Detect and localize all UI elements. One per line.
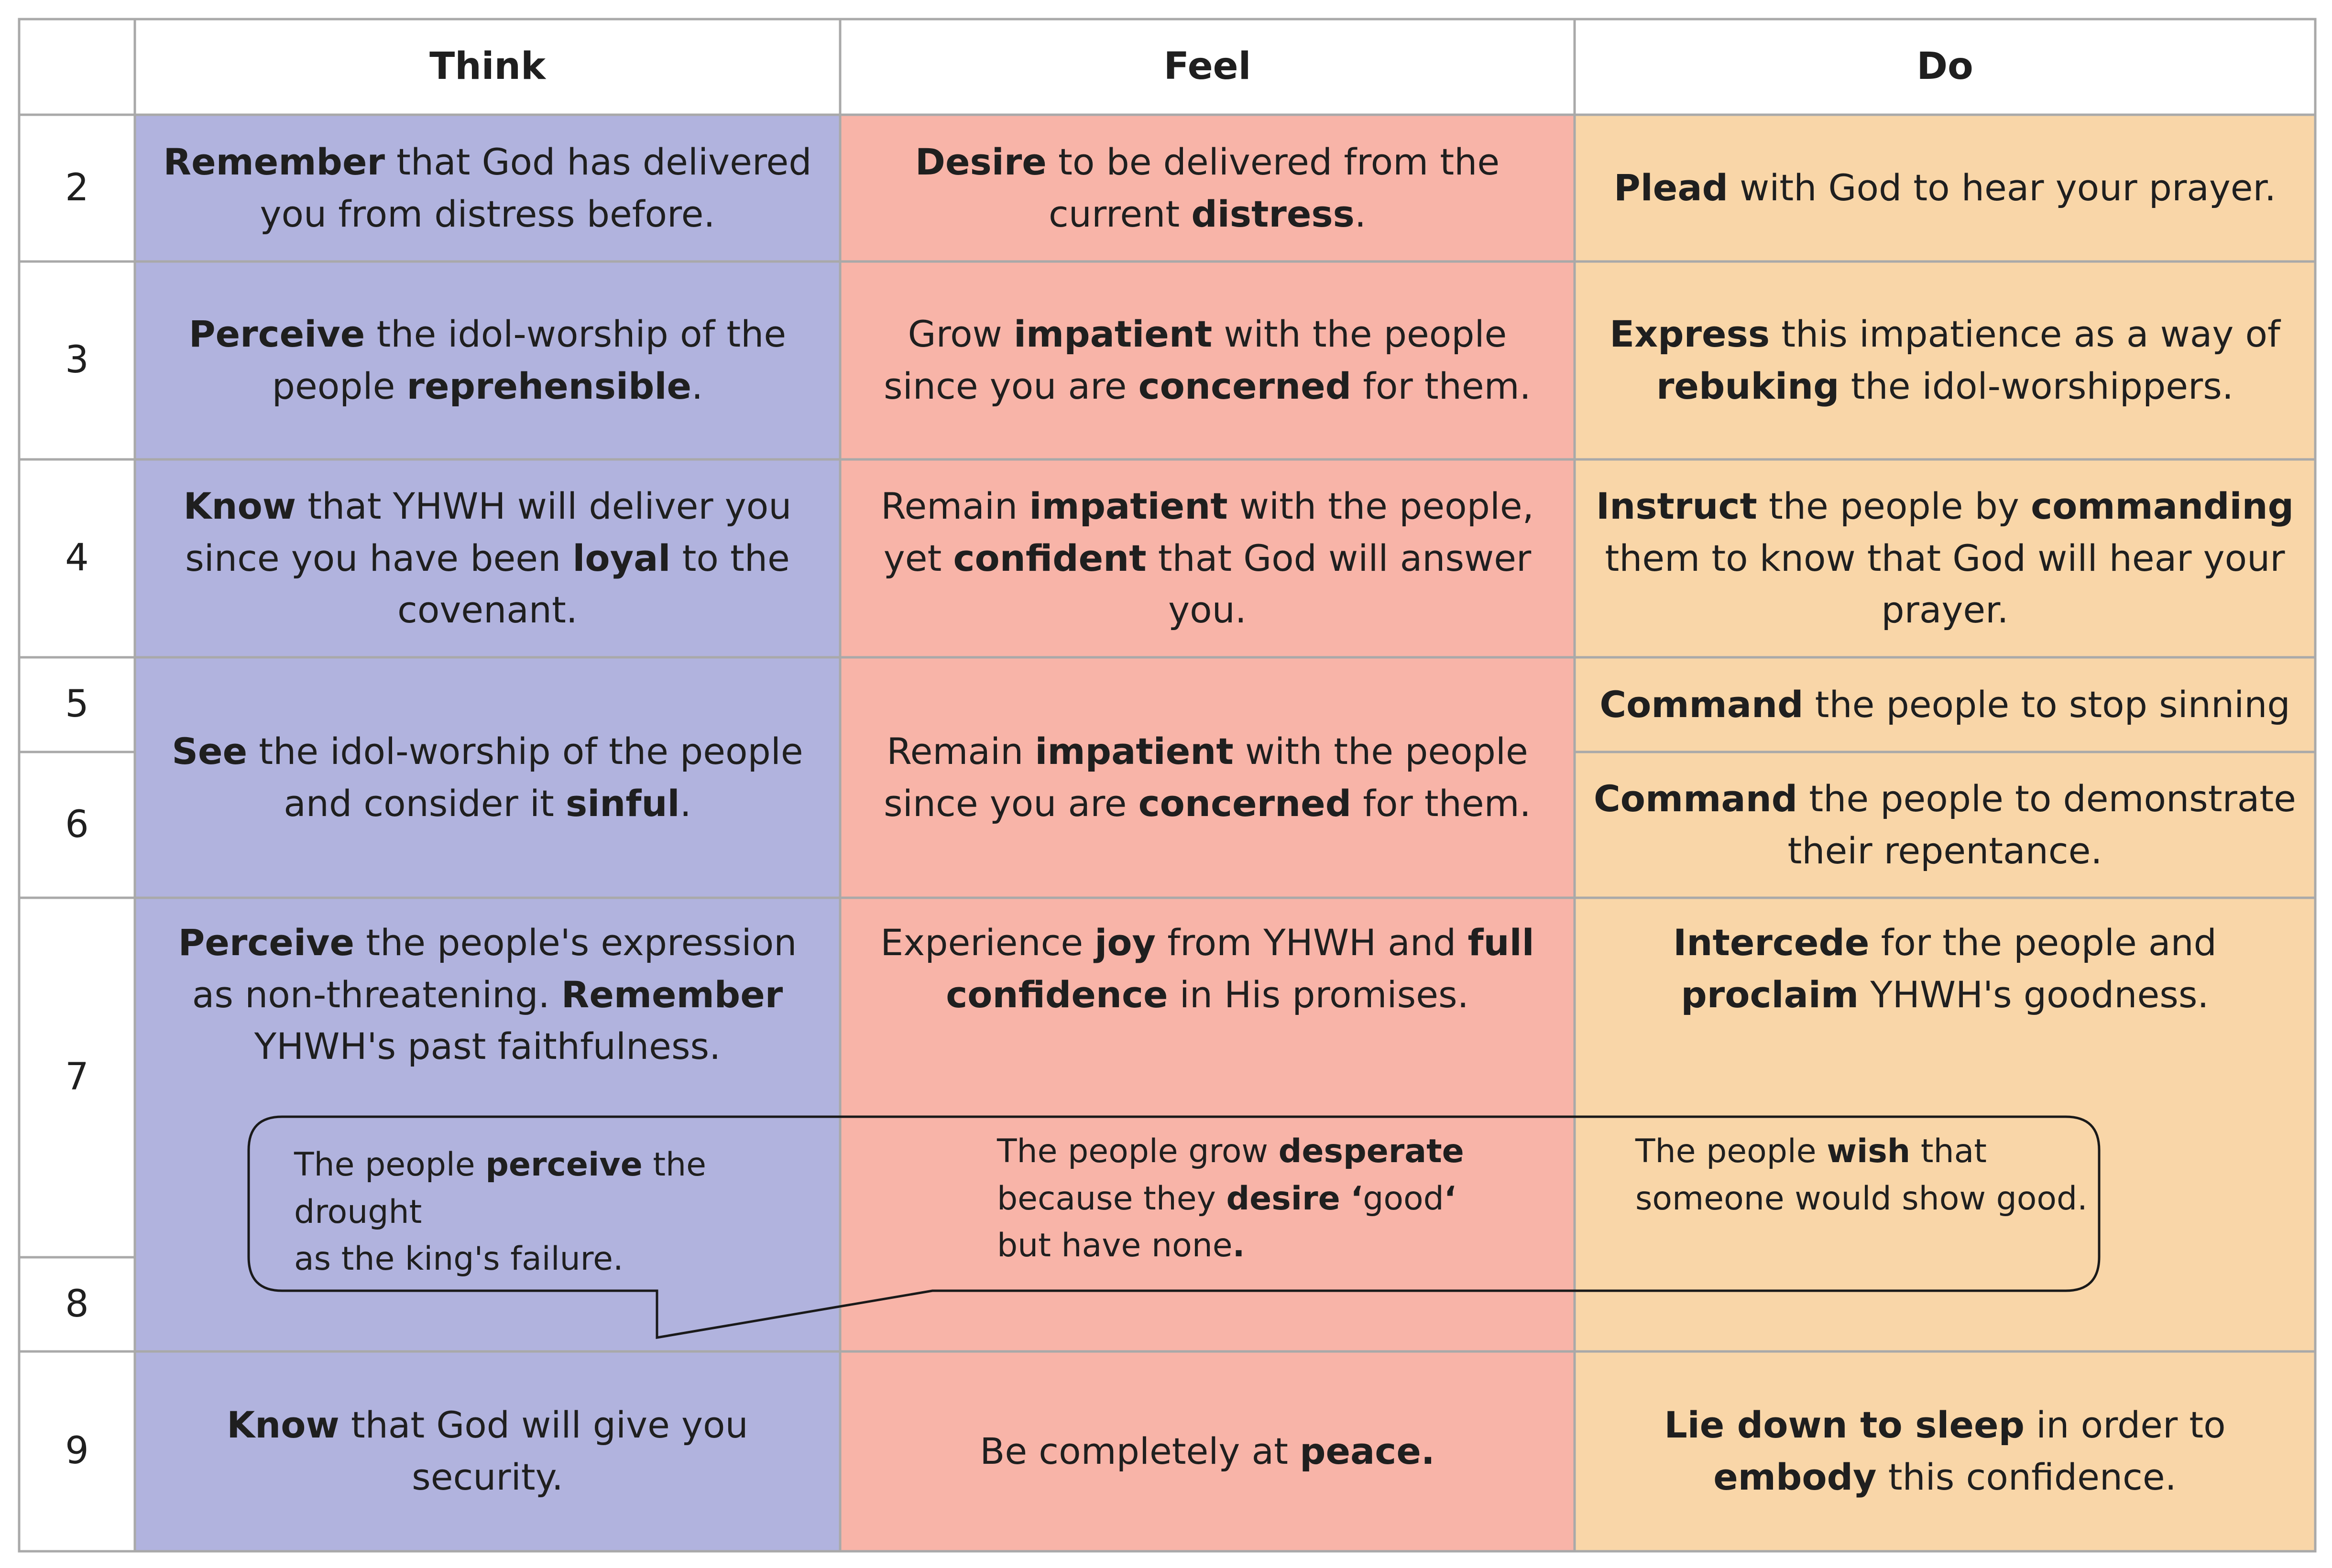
cell-text: The people perceive the drought as the ki… <box>294 1146 706 1278</box>
bubble-feel-text: The people grow desperate because they de… <box>997 1128 1547 1270</box>
cell-text: Plead with God to hear your prayer. <box>1614 166 2276 209</box>
header-feel: Feel <box>840 19 1575 115</box>
row-number-2: 2 <box>19 115 135 261</box>
row6-do-cell: Command the people to demonstrate their … <box>1575 752 2315 898</box>
cell-text: Instruct the people by commanding them t… <box>1596 484 2294 632</box>
cell-text: Perceive the idol-worship of the people … <box>188 313 787 407</box>
cell-text: The people wish that someone would show g… <box>1635 1132 2088 1218</box>
row4-think-cell: Know that YHWH will deliver you since yo… <box>135 459 840 657</box>
bubble-do-text: The people wish that someone would show g… <box>1635 1128 2090 1222</box>
cell-text: The people grow desperate because they de… <box>997 1132 1464 1265</box>
row-number-7: 7 <box>19 898 135 1257</box>
row2-do-cell: Plead with God to hear your prayer. <box>1575 115 2315 261</box>
cell-text: Perceive the people's expression as non-… <box>178 921 797 1068</box>
row4-feel-cell: Remain impatient with the people, yet co… <box>840 459 1575 657</box>
row5-do-cell: Command the people to stop sinning <box>1575 657 2315 752</box>
row-number-8: 8 <box>19 1257 135 1351</box>
row9-feel-cell: Be completely at peace. <box>840 1351 1575 1551</box>
row9-think-cell: Know that God will give you security. <box>135 1351 840 1551</box>
cell-text: Remain impatient with the people since y… <box>884 730 1531 825</box>
row-number-5: 5 <box>19 657 135 752</box>
cell-text: Remain impatient with the people, yet co… <box>881 484 1534 632</box>
cell-text: Be completely at peace. <box>980 1429 1435 1472</box>
cell-text: Express this impatience as a way of rebu… <box>1609 313 2280 407</box>
header-think: Think <box>135 19 840 115</box>
row7-8-do-cell: Intercede for the people and proclaim YH… <box>1575 898 2315 1351</box>
header-do: Do <box>1575 19 2315 115</box>
row3-do-cell: Express this impatience as a way of rebu… <box>1575 261 2315 459</box>
row2-feel-cell: Desire to be delivered from the current … <box>840 115 1575 261</box>
cell-text: Command the people to stop sinning <box>1599 683 2290 726</box>
row9-do-cell: Lie down to sleep in order to embody thi… <box>1575 1351 2315 1551</box>
cell-text: Remember that God has delivered you from… <box>163 140 812 235</box>
row4-do-cell: Instruct the people by commanding them t… <box>1575 459 2315 657</box>
cell-text: Grow impatient with the people since you… <box>884 313 1531 407</box>
row7-8-think-cell: Perceive the people's expression as non-… <box>135 898 840 1351</box>
row3-think-cell: Perceive the idol-worship of the people … <box>135 261 840 459</box>
cell-text: Know that YHWH will deliver you since yo… <box>183 484 792 632</box>
row5-6-think-cell: See the idol-worship of the people and c… <box>135 657 840 898</box>
row-number-4: 4 <box>19 459 135 657</box>
cell-text: Experience joy from YHWH and full confid… <box>880 921 1534 1016</box>
bubble-think-text: The people perceive the drought as the ki… <box>294 1142 830 1283</box>
header-corner-cell <box>19 19 135 115</box>
cell-text: Know that God will give you security. <box>227 1404 748 1498</box>
row-number-6: 6 <box>19 752 135 898</box>
cell-text: Lie down to sleep in order to embody thi… <box>1664 1404 2226 1498</box>
row3-feel-cell: Grow impatient with the people since you… <box>840 261 1575 459</box>
row2-think-cell: Remember that God has delivered you from… <box>135 115 840 261</box>
row-number-9: 9 <box>19 1351 135 1551</box>
row5-6-feel-cell: Remain impatient with the people since y… <box>840 657 1575 898</box>
row-number-3: 3 <box>19 261 135 459</box>
cell-text: Command the people to demonstrate their … <box>1594 777 2296 872</box>
cell-text: See the idol-worship of the people and c… <box>172 730 803 825</box>
cell-text: Intercede for the people and proclaim YH… <box>1673 921 2217 1016</box>
row7-8-feel-cell: Experience joy from YHWH and full confid… <box>840 898 1575 1351</box>
cell-text: Desire to be delivered from the current … <box>915 140 1500 235</box>
